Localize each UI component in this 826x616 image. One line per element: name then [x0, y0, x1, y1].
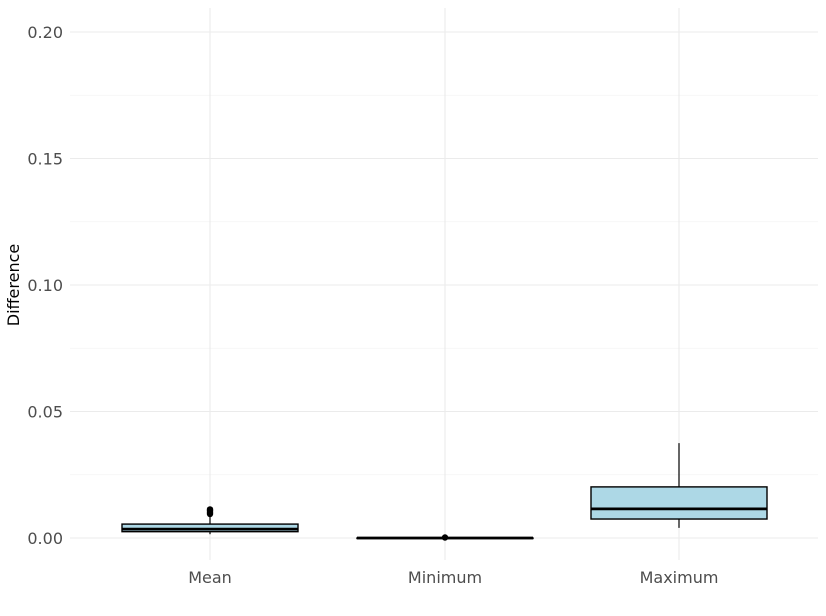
x-tick-label: Mean	[188, 568, 232, 587]
x-tick-label: Minimum	[408, 568, 482, 587]
box-iqr	[590, 486, 768, 520]
box-mean	[121, 506, 299, 535]
box-maximum	[590, 443, 768, 528]
y-tick-label: 0.10	[27, 276, 63, 295]
gridlines	[70, 8, 818, 560]
box-minimum	[356, 534, 534, 541]
y-tick-label: 0.00	[27, 529, 63, 548]
outlier-point	[441, 534, 449, 541]
x-axis-ticks: Mean Minimum Maximum	[188, 568, 718, 587]
outlier-point	[206, 506, 214, 513]
x-tick-label: Maximum	[640, 568, 719, 587]
y-axis-title: Difference	[4, 244, 23, 326]
y-axis-ticks: 0.00 0.05 0.10 0.15 0.20	[27, 23, 63, 548]
boxes	[121, 443, 768, 541]
y-tick-label: 0.05	[27, 403, 63, 422]
y-tick-label: 0.20	[27, 23, 63, 42]
y-tick-label: 0.15	[27, 150, 63, 169]
